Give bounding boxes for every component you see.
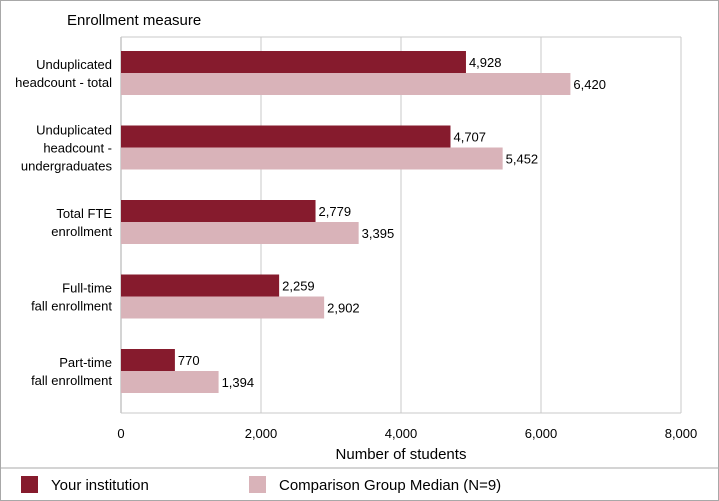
category-label-line: fall enrollment <box>31 373 112 388</box>
bar-comparison <box>121 73 571 95</box>
x-tick-label: 4,000 <box>385 426 418 441</box>
bar-value-label: 2,902 <box>327 301 360 316</box>
x-tick-label: 2,000 <box>245 426 278 441</box>
category-label-line: fall enrollment <box>31 299 112 314</box>
category-label: Unduplicated headcount - total <box>15 57 112 90</box>
x-axis-title: Number of students <box>336 446 467 463</box>
legend-swatch-institution <box>21 476 38 493</box>
value-labels: 4,928 6,420 4,707 5,452 2,779 3,395 2,259 2,902… <box>178 55 606 390</box>
x-tick-label: 0 <box>117 426 124 441</box>
category-label: Total FTE enrollment <box>51 206 112 239</box>
legend-label-comparison: Comparison Group Median (N=9) <box>279 477 501 494</box>
category-label: Part-time fall enrollment <box>31 355 112 388</box>
bar-institution <box>121 200 316 222</box>
bar-value-label: 3,395 <box>362 226 395 241</box>
category-labels: Unduplicated headcount - totalUnduplicate… <box>15 57 112 388</box>
category-label-line: headcount - total <box>15 75 112 90</box>
category-label-line: Part-time <box>59 355 112 370</box>
bar-value-label: 2,779 <box>319 204 352 219</box>
bar-comparison <box>121 296 325 319</box>
bar-institution <box>121 349 175 371</box>
bar-comparison <box>121 222 359 244</box>
bar-comparison <box>121 371 219 393</box>
bars <box>121 51 571 393</box>
category-label-line: enrollment <box>51 224 112 239</box>
category-label-line: headcount - <box>43 141 112 156</box>
category-label-line: Full-time <box>62 281 112 296</box>
x-tick-label: 6,000 <box>525 426 558 441</box>
bar-value-label: 5,452 <box>506 152 539 167</box>
category-label-line: Unduplicated <box>36 123 112 138</box>
category-label: Unduplicated headcount - undergraduates <box>21 123 113 174</box>
bar-institution <box>121 51 466 73</box>
category-label-line: Total FTE <box>56 206 112 221</box>
category-label-line: undergraduates <box>21 159 113 174</box>
bar-value-label: 2,259 <box>282 279 315 294</box>
legend-label-institution: Your institution <box>51 477 149 494</box>
x-tick-labels: 0 2,000 4,000 6,000 8,000 <box>117 426 697 441</box>
bar-value-label: 6,420 <box>573 77 606 92</box>
category-label-line: Unduplicated <box>36 57 112 72</box>
legend: Your institution Comparison Group Median … <box>21 476 501 494</box>
chart-title: Enrollment measure <box>67 12 201 29</box>
bar-value-label: 1,394 <box>222 375 255 390</box>
gridlines <box>120 36 682 414</box>
bar-value-label: 770 <box>178 353 200 368</box>
bar-value-label: 4,707 <box>453 130 486 145</box>
category-label: Full-time fall enrollment <box>31 281 112 314</box>
legend-swatch-comparison <box>249 476 266 493</box>
bar-institution <box>121 274 280 297</box>
bar-institution <box>121 125 451 148</box>
bar-value-label: 4,928 <box>469 55 502 70</box>
bar-comparison <box>121 147 503 170</box>
x-tick-label: 8,000 <box>665 426 698 441</box>
